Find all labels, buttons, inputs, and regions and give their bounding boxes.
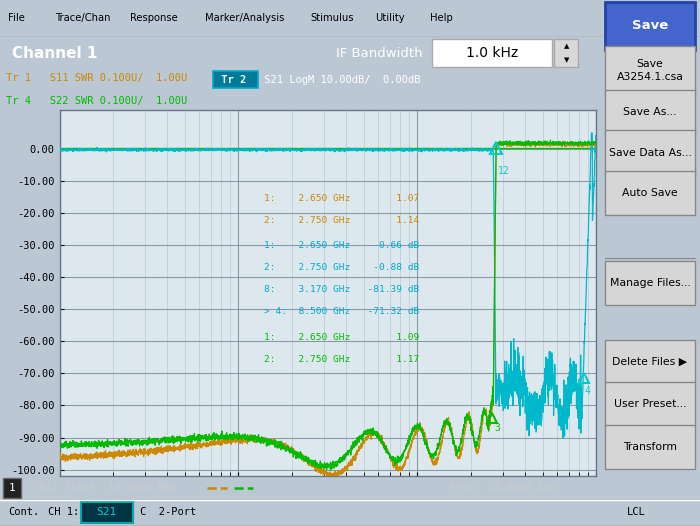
Text: Tr 1   S11 SWR 0.100U/  1.00U: Tr 1 S11 SWR 0.100U/ 1.00U (6, 74, 187, 84)
Text: Stop  10.0000 GHz: Stop 10.0000 GHz (450, 483, 556, 493)
Text: Utility: Utility (375, 13, 405, 23)
FancyBboxPatch shape (605, 46, 695, 95)
Text: Save Data As...: Save Data As... (608, 147, 692, 158)
Text: ▲: ▲ (564, 43, 569, 49)
Text: 4: 4 (584, 386, 590, 396)
Text: User Preset...: User Preset... (614, 399, 686, 409)
Text: Manage Files...: Manage Files... (610, 278, 690, 288)
FancyBboxPatch shape (605, 340, 695, 384)
Text: S21 LogM 10.00dB/  0.00dB: S21 LogM 10.00dB/ 0.00dB (258, 75, 421, 85)
Text: 2:    2.750 GHz        1.17: 2: 2.750 GHz 1.17 (263, 355, 419, 363)
FancyBboxPatch shape (3, 478, 21, 498)
Text: IF Bandwidth: IF Bandwidth (336, 47, 423, 59)
Text: C  2-Port: C 2-Port (140, 507, 196, 517)
FancyBboxPatch shape (432, 39, 552, 67)
Text: 12: 12 (498, 166, 510, 176)
FancyBboxPatch shape (605, 261, 695, 305)
Text: Save As...: Save As... (623, 107, 677, 117)
Text: Delete Files ▶: Delete Files ▶ (612, 357, 687, 367)
Text: Help: Help (430, 13, 453, 23)
Text: > 4:  8.500 GHz   -71.32 dB: > 4: 8.500 GHz -71.32 dB (263, 307, 419, 316)
FancyBboxPatch shape (605, 90, 695, 134)
Text: 2:    2.750 GHz    -0.88 dB: 2: 2.750 GHz -0.88 dB (263, 263, 419, 272)
FancyBboxPatch shape (213, 72, 258, 88)
FancyBboxPatch shape (605, 171, 695, 215)
Text: 1:    2.650 GHz        1.09: 1: 2.650 GHz 1.09 (263, 332, 419, 341)
Text: Tr 2: Tr 2 (215, 75, 246, 85)
Text: 1: 1 (8, 483, 15, 493)
Text: Channel 1: Channel 1 (12, 46, 97, 60)
Text: 8:    3.170 GHz   -81.39 dB: 8: 3.170 GHz -81.39 dB (263, 285, 419, 294)
FancyBboxPatch shape (605, 382, 695, 426)
Text: Auto Save: Auto Save (622, 188, 678, 198)
Text: Stimulus: Stimulus (310, 13, 354, 23)
Text: Response: Response (130, 13, 178, 23)
Text: LCL: LCL (626, 507, 645, 517)
Text: Trace/Chan: Trace/Chan (55, 13, 111, 23)
Text: Save
A3254.1.csa: Save A3254.1.csa (617, 59, 683, 82)
Text: Transform: Transform (623, 442, 677, 452)
FancyBboxPatch shape (605, 130, 695, 175)
Text: File: File (8, 13, 25, 23)
Text: 1:    2.650 GHz    -0.66 dB: 1: 2.650 GHz -0.66 dB (263, 241, 419, 250)
Text: 1:    2.650 GHz        1.07: 1: 2.650 GHz 1.07 (263, 194, 419, 203)
Text: Marker/Analysis: Marker/Analysis (205, 13, 284, 23)
Text: S21: S21 (97, 507, 117, 517)
FancyBboxPatch shape (80, 502, 133, 523)
Text: Tr 4   S22 SWR 0.100U/  1.00U: Tr 4 S22 SWR 0.100U/ 1.00U (6, 96, 187, 106)
Text: Cont.: Cont. (8, 507, 40, 517)
Text: CH 1:: CH 1: (48, 507, 79, 517)
Text: ▼: ▼ (564, 57, 569, 63)
FancyBboxPatch shape (605, 2, 695, 50)
FancyBboxPatch shape (554, 39, 578, 67)
FancyBboxPatch shape (605, 425, 695, 469)
Text: Save: Save (632, 19, 668, 32)
Text: 2:    2.750 GHz        1.14: 2: 2.750 GHz 1.14 (263, 216, 419, 225)
Text: 1.0 kHz: 1.0 kHz (466, 46, 518, 60)
Text: 3: 3 (495, 423, 500, 433)
Text: >Ch1: Start  10.0000 MHz: >Ch1: Start 10.0000 MHz (27, 483, 177, 493)
